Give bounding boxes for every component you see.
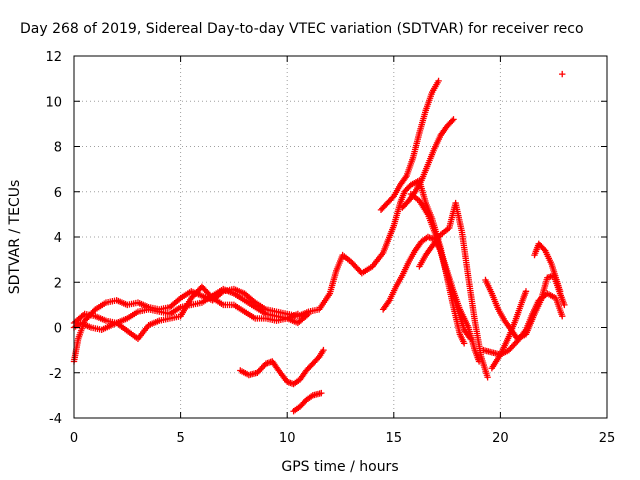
y-tick-label: -4 [49, 412, 62, 427]
series-track-13 [531, 240, 564, 295]
x-tick-label: 15 [386, 431, 403, 446]
series-track-14 [488, 288, 530, 372]
data-marks [70, 70, 568, 415]
y-tick-label: 12 [45, 50, 62, 65]
y-tick-label: 8 [54, 141, 62, 156]
y-tick-label: 0 [54, 322, 62, 337]
series-track-7 [377, 77, 442, 214]
y-axis-label: SDTVAR / TECUs [7, 180, 23, 295]
data-point [449, 117, 456, 124]
x-tick-label: 10 [279, 431, 296, 446]
chart-title: Day 268 of 2019, Sidereal Day-to-day VTE… [20, 21, 584, 37]
grid [74, 56, 607, 418]
y-tick-label: 2 [54, 276, 62, 291]
series-track-9 [407, 190, 474, 343]
data-point [467, 335, 474, 343]
data-point [305, 310, 312, 318]
data-point [460, 340, 468, 347]
data-point [522, 288, 530, 295]
series-track-5 [290, 389, 325, 415]
axis-ticks: 0 5 10 15 20 25 -4 -2 0 2 4 6 8 10 12 [45, 50, 615, 446]
data-point [540, 246, 548, 253]
x-tick-label: 5 [176, 431, 184, 446]
series-track-3 [70, 283, 312, 343]
y-tick-label: 4 [54, 231, 62, 246]
data-point [561, 301, 568, 309]
y-tick-label: -2 [49, 367, 62, 382]
data-point [559, 312, 566, 320]
data-point [294, 310, 302, 318]
data-point [318, 389, 325, 397]
data-point [556, 288, 564, 295]
data-point [435, 77, 442, 85]
series-track-4 [237, 346, 327, 388]
data-point [484, 374, 491, 381]
x-axis-label: GPS time / hours [281, 459, 398, 475]
x-tick-label: 25 [599, 431, 616, 446]
series-track-8 [399, 116, 457, 211]
y-tick-label: 10 [45, 95, 62, 110]
x-tick-label: 20 [492, 431, 509, 446]
series-outlier [559, 70, 566, 78]
y-tick-label: 6 [54, 186, 62, 201]
data-point [389, 194, 396, 201]
data-point [559, 70, 566, 78]
data-point [320, 346, 327, 354]
x-tick-label: 0 [70, 431, 78, 446]
data-point [450, 116, 457, 123]
